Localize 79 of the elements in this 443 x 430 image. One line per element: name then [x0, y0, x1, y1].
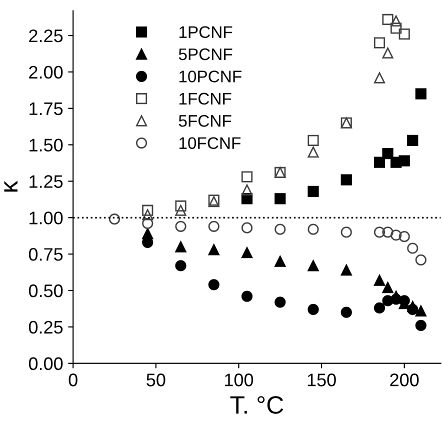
- point: [390, 230, 402, 241]
- point: [274, 256, 286, 267]
- x-tick-label: 200: [390, 374, 419, 386]
- y-axis-title: κ: [4, 180, 18, 192]
- point: [175, 204, 186, 216]
- point: [308, 186, 319, 197]
- legend-label: 5FCNF: [178, 115, 232, 127]
- y-tick-label: 2.25: [29, 29, 63, 42]
- point: [398, 231, 410, 242]
- x-tick-label: 100: [225, 374, 254, 386]
- point: [175, 220, 186, 232]
- point: [340, 264, 352, 276]
- point: [308, 260, 319, 272]
- legend-label: 10FCNF: [179, 137, 240, 150]
- point: [415, 305, 426, 316]
- y-tick-label: 0.25: [28, 320, 63, 334]
- point: [415, 320, 426, 332]
- x-axis-title: T. °C: [230, 396, 284, 414]
- point: [241, 184, 253, 196]
- point: [108, 214, 120, 225]
- point: [415, 254, 426, 266]
- legend-label: 10PCNF: [179, 70, 242, 82]
- point: [208, 244, 220, 256]
- legend-label: 5PCNF: [178, 48, 232, 60]
- y-tick-label: 1.50: [30, 138, 63, 152]
- y-tick-label: 1.75: [30, 102, 63, 116]
- point: [390, 22, 402, 34]
- y-tick-label: 0.50: [28, 284, 63, 298]
- y-tick-label: 0.75: [28, 248, 63, 261]
- point: [308, 304, 319, 315]
- point: [407, 134, 418, 146]
- point: [274, 224, 286, 235]
- point: [340, 306, 352, 318]
- y-tick-label: 1.25: [30, 175, 63, 188]
- point: [175, 260, 186, 272]
- point: [241, 171, 253, 182]
- point: [407, 304, 418, 315]
- point: [241, 222, 253, 234]
- point: [382, 148, 394, 160]
- point: [374, 72, 386, 84]
- point: [175, 200, 186, 212]
- point: [374, 156, 386, 168]
- point: [142, 204, 154, 216]
- legend-label: 1PCNF: [179, 26, 232, 38]
- point: [274, 296, 286, 308]
- x-tick-label: 0: [68, 374, 78, 386]
- point: [398, 295, 410, 306]
- point: [340, 226, 352, 238]
- point: [308, 146, 319, 158]
- point: [398, 28, 410, 40]
- point: [142, 218, 154, 230]
- point: [208, 220, 220, 232]
- y-tick-label: 2.00: [29, 66, 63, 79]
- point: [382, 226, 394, 238]
- x-tick-label: 50: [146, 374, 166, 386]
- point: [382, 14, 394, 26]
- point: [407, 242, 418, 254]
- y-tick-label: 0.00: [28, 357, 63, 370]
- x-tick-label: 150: [308, 374, 336, 386]
- legend-label: 1FCNF: [179, 92, 232, 105]
- point: [398, 155, 410, 166]
- point: [374, 37, 386, 48]
- point: [415, 88, 426, 100]
- point: [241, 247, 253, 258]
- point: [382, 47, 394, 59]
- point: [274, 193, 286, 204]
- point: [308, 134, 319, 146]
- point: [374, 274, 386, 286]
- point: [374, 302, 386, 314]
- point: [241, 290, 253, 302]
- y-tick-label: 1.00: [30, 212, 63, 224]
- point: [208, 279, 220, 290]
- point: [374, 226, 386, 238]
- point: [340, 174, 352, 186]
- point: [390, 15, 402, 27]
- point: [308, 224, 319, 235]
- point: [382, 282, 394, 294]
- point: [175, 241, 186, 252]
- point: [142, 209, 154, 220]
